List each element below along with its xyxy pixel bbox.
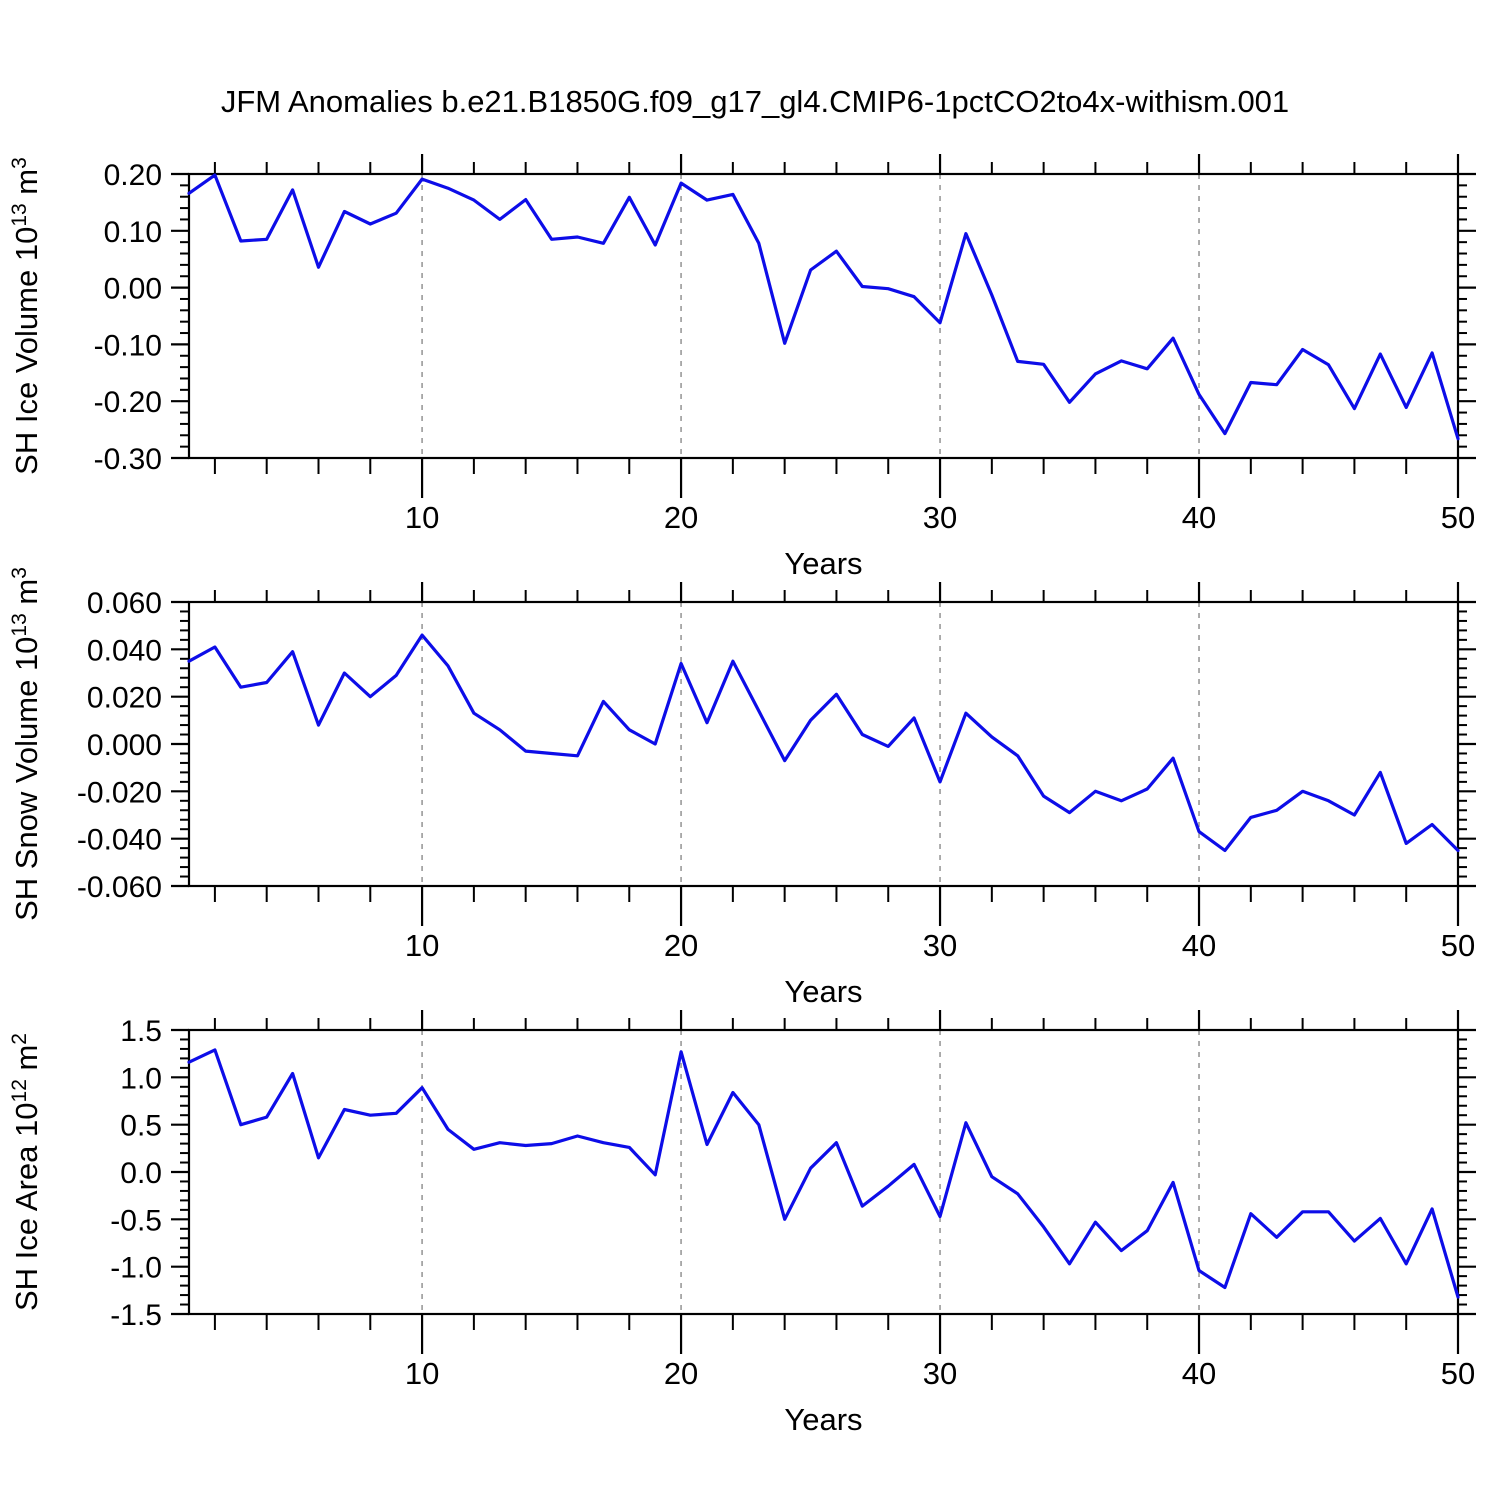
y-tick-label: 0.040	[87, 634, 162, 667]
y-tick-label: -1.0	[110, 1252, 162, 1285]
x-tick-label: 40	[1182, 500, 1216, 535]
x-tick-label: 30	[923, 500, 957, 535]
x-tick-label: 30	[923, 1356, 957, 1391]
y-tick-label: -0.5	[110, 1204, 162, 1237]
chart-title: JFM Anomalies b.e21.B1850G.f09_g17_gl4.C…	[220, 84, 1290, 119]
y-tick-label: 0.5	[120, 1110, 162, 1143]
y-tick-label: -0.060	[77, 871, 162, 904]
y-tick-label: 0.000	[87, 729, 162, 762]
panel-sh-snow-volume: 10 20 30 40 50 0.060 0.040 0.020 0.000 -0.020 -0.0…	[8, 567, 1476, 1009]
x-tick-label: 20	[664, 1356, 698, 1391]
panel-sh-ice-volume: 10 20 30 40 50 0.20 0.10 0.00 -0.10 -0.20 -0.30 Yea…	[8, 154, 1476, 581]
y-tick-label: 0.0	[120, 1157, 162, 1190]
y-axis-label: SH Snow Volume 1013 m3	[8, 567, 44, 921]
y-tick-label: -1.5	[110, 1299, 162, 1332]
y-tick-label: 0.00	[104, 273, 162, 306]
panel-frame	[187, 172, 1460, 460]
series-line-sh-ice-area	[187, 1048, 1460, 1299]
y-tick-label: 1.5	[120, 1015, 162, 1048]
x-tick-label: 50	[1441, 1356, 1475, 1391]
x-tick-label: 40	[1182, 928, 1216, 963]
x-tick-label: 20	[664, 500, 698, 535]
y-tick-label: 0.060	[87, 587, 162, 620]
series-line-sh-ice-volume	[187, 173, 1460, 441]
y-tick-label: 0.10	[104, 216, 162, 249]
panel-frame	[187, 600, 1460, 888]
x-tick-label: 10	[405, 928, 439, 963]
x-tick-label: 10	[405, 1356, 439, 1391]
y-axis-label: SH Ice Volume 1013 m3	[8, 157, 44, 475]
x-tick-label: 30	[923, 928, 957, 963]
x-axis-label: Years	[784, 974, 862, 1009]
x-axis-label: Years	[784, 1402, 862, 1437]
x-axis-label: Years	[784, 546, 862, 581]
y-tick-label: 0.20	[104, 159, 162, 192]
series-line-sh-snow-volume	[187, 633, 1460, 853]
y-tick-label: 0.020	[87, 682, 162, 715]
y-tick-label: -0.040	[77, 824, 162, 857]
y-tick-label: -0.30	[94, 443, 162, 476]
x-tick-label: 20	[664, 928, 698, 963]
panel-sh-ice-area: 10 20 30 40 50 1.5 1.0 0.5 0.0 -0.5 -1.0 -1.5 Years S…	[8, 1010, 1476, 1437]
x-tick-label: 40	[1182, 1356, 1216, 1391]
y-tick-label: -0.20	[94, 386, 162, 419]
panel-frame	[187, 1028, 1460, 1316]
y-tick-label: -0.10	[94, 329, 162, 362]
x-tick-label: 10	[405, 500, 439, 535]
y-axis-label: SH Ice Area 1012 m2	[8, 1033, 44, 1311]
y-tick-label: 1.0	[120, 1062, 162, 1095]
x-tick-label: 50	[1441, 928, 1475, 963]
y-tick-label: -0.020	[77, 776, 162, 809]
x-tick-label: 50	[1441, 500, 1475, 535]
